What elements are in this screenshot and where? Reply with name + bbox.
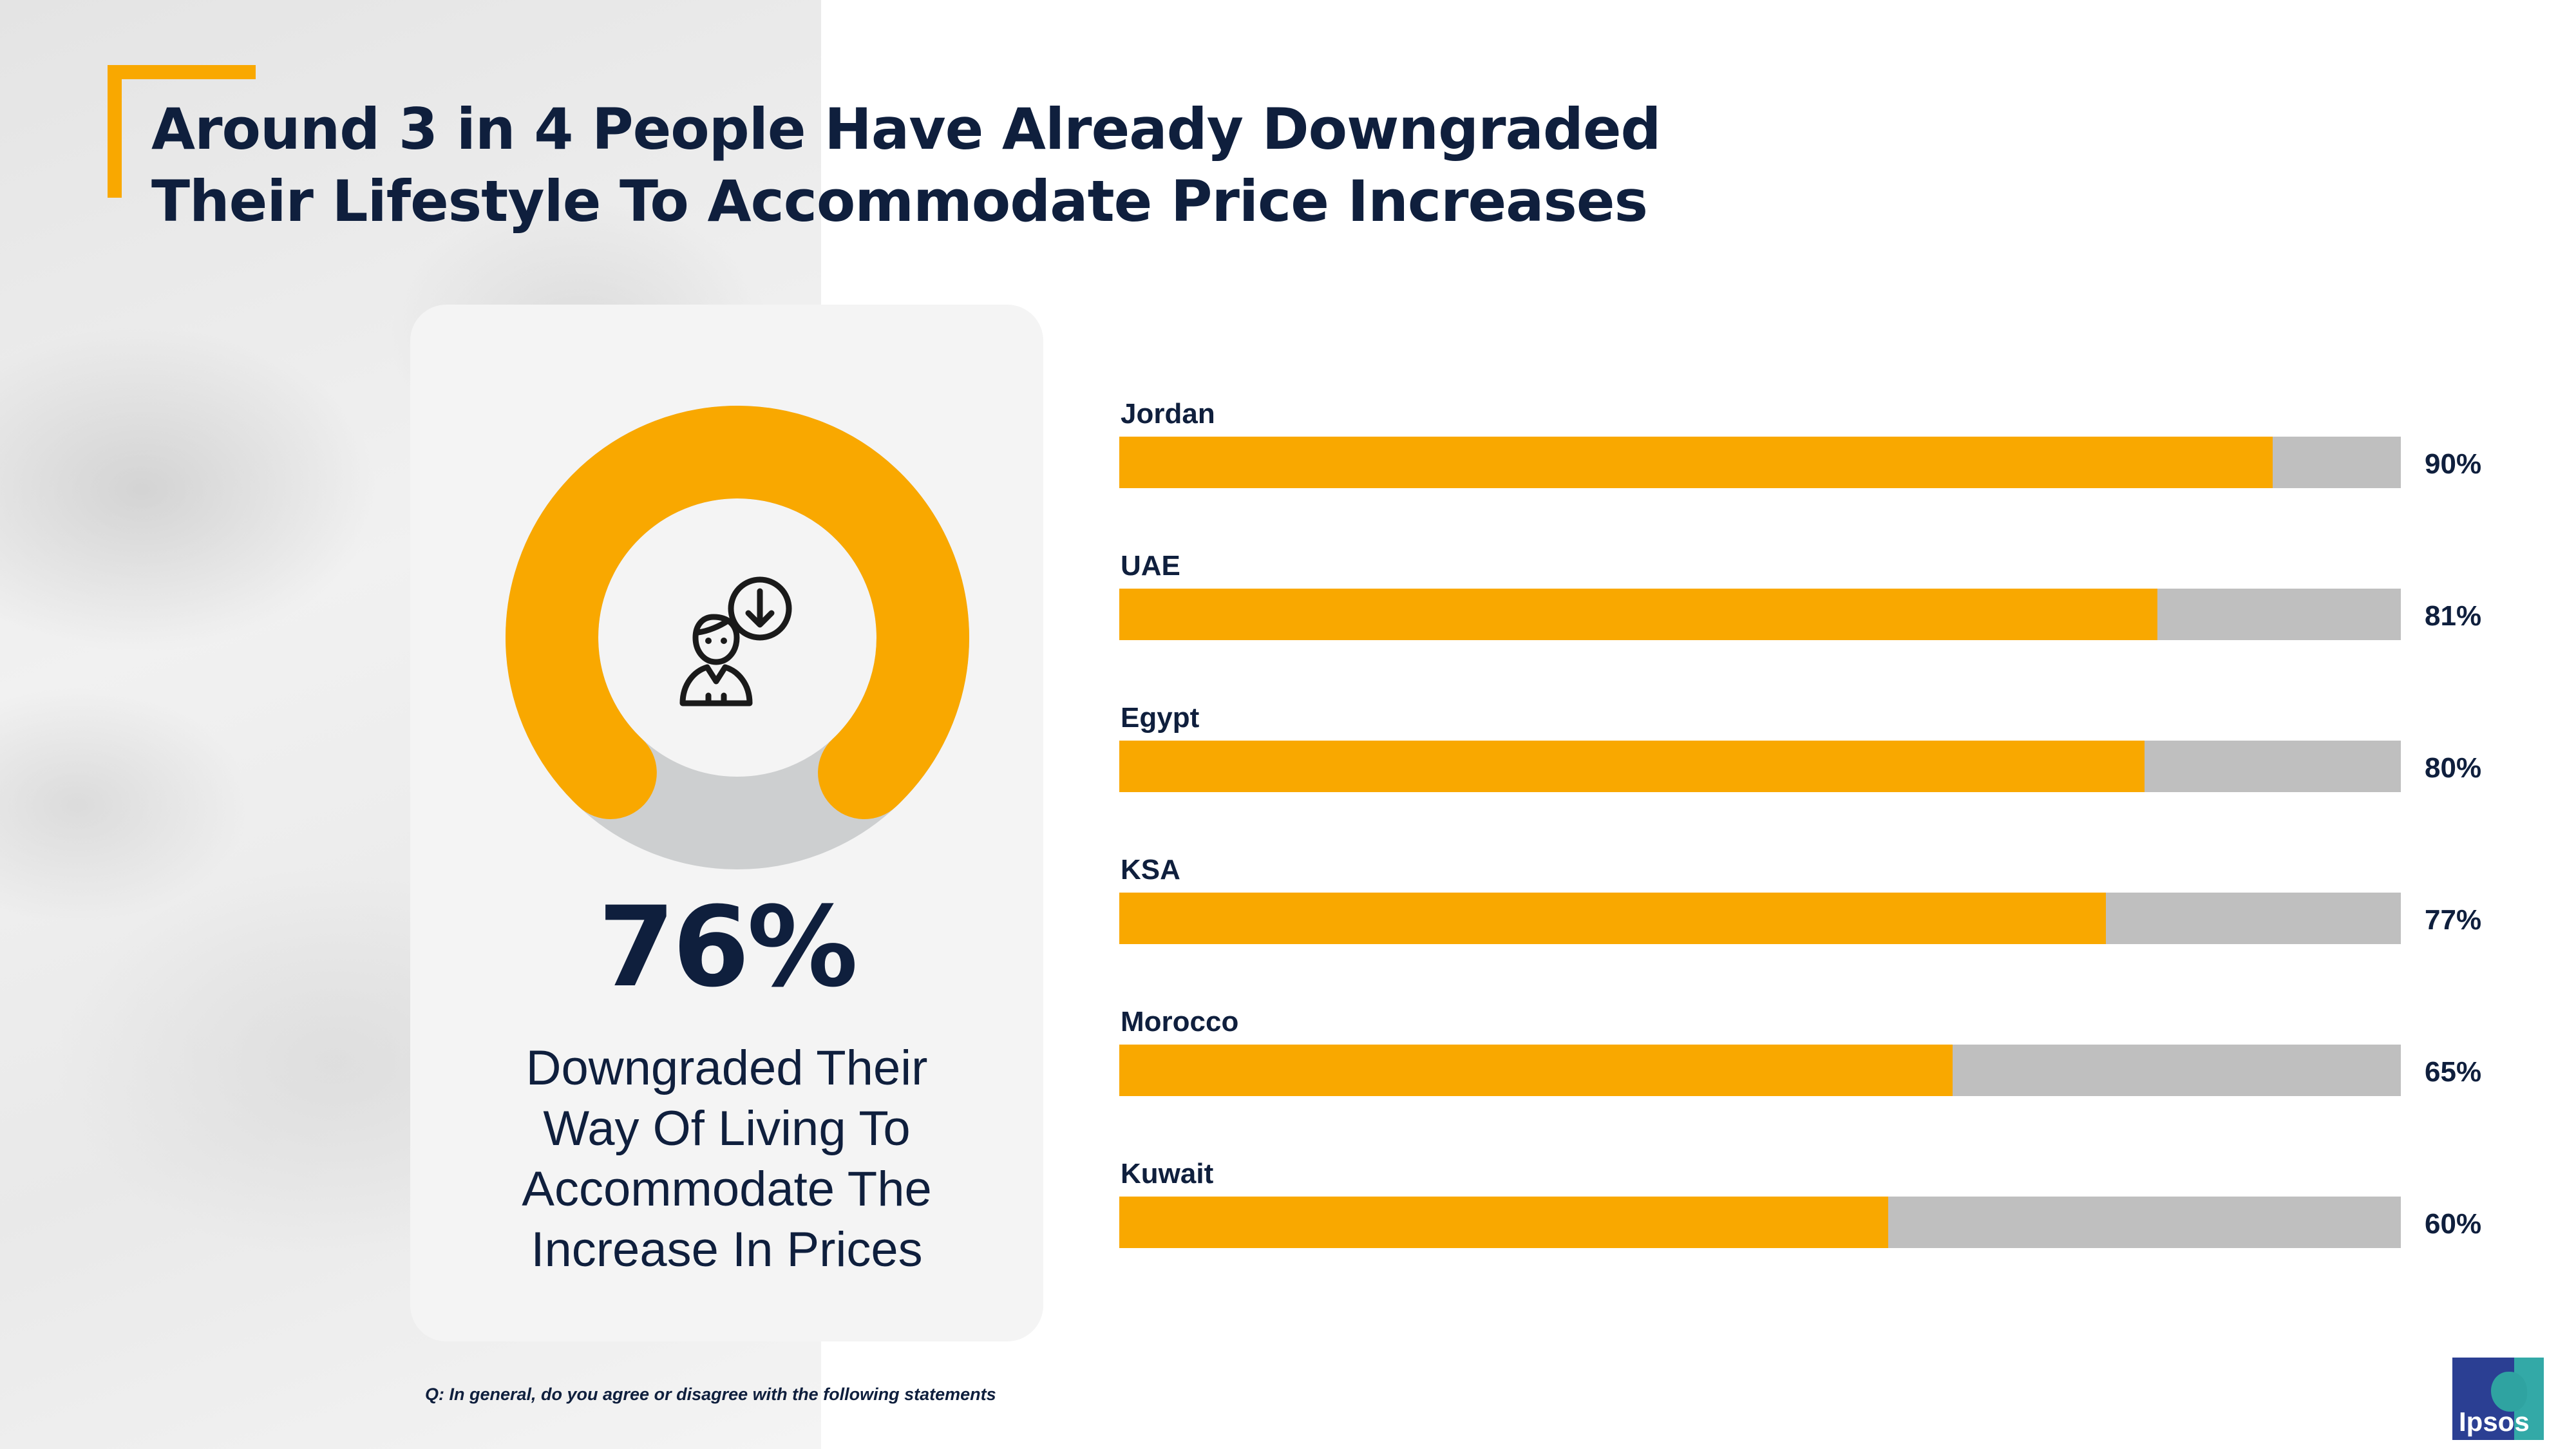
- bar-morocco: [1119, 1045, 1953, 1096]
- bar-kuwait: [1119, 1197, 1888, 1248]
- bar-track-egypt: [1119, 741, 2401, 792]
- country-label-kuwait: Kuwait: [1121, 1158, 1214, 1189]
- bar-egypt: [1119, 741, 2145, 792]
- bar-value-uae: 81%: [2425, 600, 2482, 632]
- country-label-egypt: Egypt: [1121, 702, 1200, 734]
- title-accent-bracket: [108, 65, 256, 198]
- logo-head-shape: [2491, 1372, 2527, 1412]
- donut-chart: [506, 406, 969, 869]
- bar-value-jordan: 90%: [2425, 448, 2482, 480]
- ipsos-logo: Ipsos: [2452, 1358, 2544, 1440]
- donut-value-arc: [506, 406, 969, 869]
- summary-caption-line: Way Of Living To: [543, 1101, 911, 1156]
- bar-track-kuwait: [1119, 1197, 2401, 1248]
- page-title: Around 3 in 4 People Have Already Downgr…: [151, 93, 1826, 238]
- logo-text: Ipsos: [2459, 1406, 2530, 1437]
- country-label-jordan: Jordan: [1121, 398, 1215, 430]
- bar-value-morocco: 65%: [2425, 1056, 2482, 1088]
- summary-percent: 76%: [598, 882, 858, 1012]
- summary-caption-line: Accommodate The: [522, 1162, 932, 1217]
- country-label-uae: UAE: [1121, 550, 1180, 582]
- downgrade-person-icon: [679, 576, 792, 706]
- summary-caption-line: Downgraded Their: [526, 1041, 928, 1095]
- bar-track-uae: [1119, 589, 2401, 640]
- bar-uae: [1119, 589, 2157, 640]
- bar-value-kuwait: 60%: [2425, 1208, 2482, 1240]
- bar-track-ksa: [1119, 893, 2401, 944]
- bar-track-jordan: [1119, 437, 2401, 488]
- country-label-morocco: Morocco: [1121, 1006, 1239, 1037]
- summary-caption-line: Increase In Prices: [531, 1222, 923, 1277]
- bar-track-morocco: [1119, 1045, 2401, 1096]
- summary-caption: Downgraded Their Way Of Living To Accomm…: [451, 1038, 1003, 1280]
- bar-value-egypt: 80%: [2425, 752, 2482, 784]
- page-title-line-2: Their Lifestyle To Accommodate Price Inc…: [151, 168, 1648, 234]
- footnote: Q: In general, do you agree or disagree …: [425, 1385, 996, 1404]
- bar-ksa: [1119, 893, 2107, 944]
- page-title-line-1: Around 3 in 4 People Have Already Downgr…: [151, 96, 1662, 162]
- country-label-ksa: KSA: [1121, 854, 1180, 886]
- bar-jordan: [1119, 437, 2273, 488]
- bar-value-ksa: 77%: [2425, 904, 2482, 936]
